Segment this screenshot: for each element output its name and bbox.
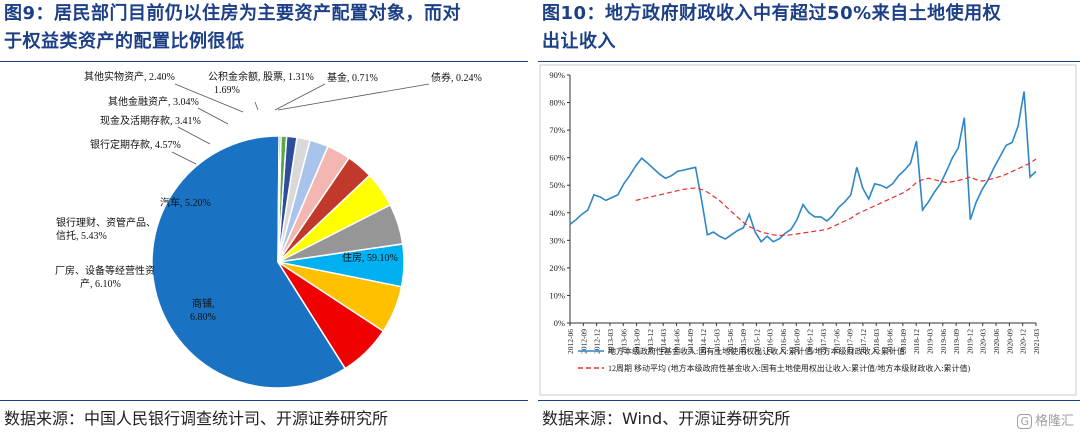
x-tick-label: 2020-03: [979, 329, 988, 354]
left-title-line2: 于权益类资产的配置比例很低: [4, 31, 245, 52]
left-source-note: 数据来源：中国人民银行调查统计司、开源证券研究所: [4, 409, 389, 428]
x-tick-label: 2021-03: [1032, 329, 1041, 354]
x-tick-label: 2016-09: [792, 329, 801, 354]
x-tick-label: 2013-12: [646, 329, 655, 354]
x-tick-label: 2020-06: [992, 329, 1001, 354]
right-source-note: 数据来源：Wind、开源证券研究所: [542, 409, 791, 428]
right-title-rule: [538, 61, 1080, 62]
y-tick-label: 20%: [549, 263, 565, 273]
x-tick-label: 2017-12: [859, 329, 868, 354]
y-tick-label: 0%: [554, 318, 565, 328]
line-chart: 0% 10% 20% 30% 40% 50% 60% 70% 80% 90% 2012-06 2012…: [539, 64, 1077, 396]
pie-slice-12: [277, 135, 282, 263]
x-tick-label: 2012-12: [593, 329, 602, 354]
pie-label-7: 其他金融资产, 3.04%: [108, 95, 199, 108]
left-title-rule: [0, 61, 528, 62]
watermark: G 格隆汇: [1017, 410, 1074, 429]
pie-leader-line-12: [277, 83, 430, 111]
x-tick-label: 2013-09: [633, 329, 642, 354]
pie-label-9: 公积金余额, 股票, 1.31% 1.69%: [208, 70, 314, 96]
y-tick-label: 70%: [549, 125, 565, 135]
y-tick-label: 80%: [549, 98, 565, 108]
x-tick-label: 2018-03: [872, 329, 881, 354]
x-tick-label: 2020-09: [1005, 329, 1014, 354]
right-figure-title: 图10：地方政府财政收入中有超过50%来自土地使用权 出让收入: [542, 0, 1001, 56]
series-line-1: [635, 158, 1037, 236]
x-tick-label: 2014-03: [659, 329, 668, 354]
x-tick-label: 2014-09: [686, 329, 695, 354]
left-title-line1: 图9：居民部门目前仍以住房为主要资产配置对象，而对: [4, 3, 462, 24]
x-tick-label: 2018-09: [899, 329, 908, 354]
y-tick-label: 50%: [549, 180, 565, 190]
chart-frame: [539, 64, 1077, 396]
pie-leader-line-8: [174, 83, 244, 113]
y-tick-label: 30%: [549, 235, 565, 245]
x-tick-label: 2015-03: [712, 329, 721, 354]
x-tick-label: 2014-06: [673, 329, 682, 354]
right-figure-panel: 图10：地方政府财政收入中有超过50%来自土地使用权 出让收入 0% 10% 20%…: [538, 0, 1080, 437]
pie-label-2: 厂房、设备等经营性资产, 6.10%: [55, 264, 155, 290]
x-tick-label: 2015-06: [726, 329, 735, 354]
right-bottom-rule: [538, 400, 1080, 401]
x-tick-label: 2013-06: [619, 329, 628, 354]
pie-label-6: 现金及活期存款, 3.41%: [100, 114, 201, 127]
x-tick-label: 2019-09: [952, 329, 961, 354]
x-tick-label: 2018-12: [912, 329, 921, 354]
pie-label-11: 基金, 0.71%: [327, 71, 378, 84]
pie-label-3: 银行理财、资管产品、信托, 5.43%: [56, 216, 156, 242]
pie-slice-0: [151, 135, 347, 389]
y-tick-label: 40%: [549, 208, 565, 218]
legend-label-0: 地方本级政府性基金收入:国有土地使用权出让收入:累计值/地方本级财政收入:累计值: [608, 346, 905, 356]
right-title-line2: 出让收入: [542, 31, 616, 52]
x-tick-label: 2016-03: [766, 329, 775, 354]
x-tick-label: 2019-12: [965, 329, 974, 354]
x-tick-label: 2020-12: [1019, 329, 1028, 354]
x-tick-label: 2013-03: [606, 329, 615, 354]
x-tick-label: 2019-03: [925, 329, 934, 354]
y-tick-label: 90%: [549, 70, 565, 80]
x-tick-label: 2019-06: [939, 329, 948, 354]
x-tick-label: 2017-03: [819, 329, 828, 354]
x-tick-label: 2016-12: [806, 329, 815, 354]
x-tick-label: 2017-09: [846, 329, 855, 354]
x-tick-label: 2015-09: [739, 329, 748, 354]
pie-label-8: 其他实物资产, 2.40%: [84, 70, 175, 83]
x-tick-label: 2012-06: [566, 329, 575, 354]
pie-leader-line-6: [177, 126, 211, 145]
left-bottom-rule: [0, 400, 528, 401]
pie-label-12: 债券, 0.24%: [431, 71, 482, 84]
pie-label-0: 住房, 59.10%: [342, 251, 398, 264]
pie-leader-line-9: [254, 101, 259, 111]
x-tick-label: 2012-09: [579, 329, 588, 354]
y-tick-label: 60%: [549, 153, 565, 163]
x-tick-label: 2018-06: [886, 329, 895, 354]
watermark-logo-icon: G: [1017, 414, 1032, 429]
pie-leader-line-11: [274, 83, 326, 111]
right-title-line1: 图10：地方政府财政收入中有超过50%来自土地使用权: [542, 3, 1002, 24]
pie-leader-line-7: [197, 107, 229, 125]
pie-leader-line-5: [171, 151, 197, 165]
pie-label-5: 银行定期存款, 4.57%: [90, 138, 181, 151]
pie-chart: 住房, 59.10% 商铺, 6.80% 厂房、设备等经营性资产, 6.10% 银行理财…: [55, 70, 482, 389]
pie-label-1: 商铺, 6.80%: [190, 297, 216, 323]
left-figure-title: 图9：居民部门目前仍以住房为主要资产配置对象，而对 于权益类资产的配置比例很低: [4, 0, 461, 56]
x-tick-label: 2017-06: [832, 329, 841, 354]
left-figure-panel: 图9：居民部门目前仍以住房为主要资产配置对象，而对 于权益类资产的配置比例很低 …: [0, 0, 528, 437]
x-tick-label: 2015-12: [752, 329, 761, 354]
x-tick-label: 2014-12: [699, 329, 708, 354]
pie-label-4: 汽车, 5.20%: [160, 196, 211, 209]
legend-label-1: 12周期 移动平均 (地方本级政府性基金收入:国有土地使用权出让收入:累计值/地…: [608, 363, 971, 373]
x-tick-label: 2016-06: [779, 329, 788, 354]
y-tick-label: 10%: [549, 290, 565, 300]
series-line-0: [569, 91, 1037, 243]
watermark-text: 格隆汇: [1034, 414, 1074, 429]
